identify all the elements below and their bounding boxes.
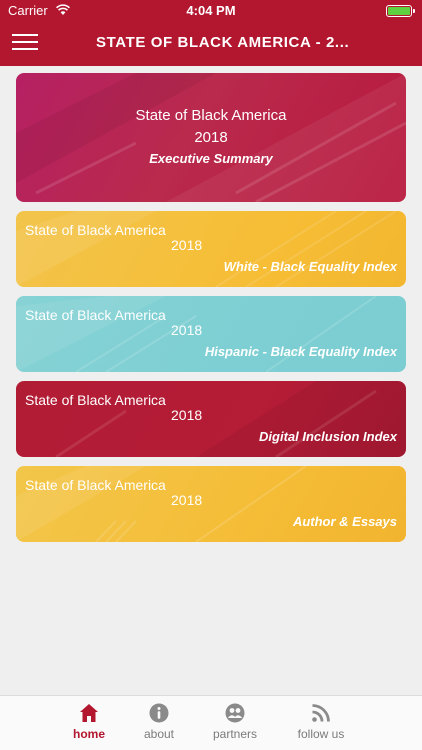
status-time: 4:04 PM (186, 3, 236, 18)
card-title: State of Black America (135, 107, 287, 124)
tab-follow-us[interactable]: follow us (286, 702, 356, 741)
rss-icon (312, 704, 330, 722)
card-author-essays[interactable]: State of Black America 2018 Author & Ess… (16, 466, 406, 542)
tab-about-label: about (143, 727, 175, 741)
card-background-texture (16, 296, 377, 372)
wifi-icon (56, 4, 70, 15)
people-icon (225, 703, 245, 723)
card-year: 2018 (194, 129, 228, 146)
card-title: State of Black America (25, 477, 166, 493)
card-title: State of Black America (25, 222, 166, 238)
card-background-texture (16, 466, 307, 542)
card-background-texture (55, 381, 406, 457)
card-subtitle: Executive Summary (149, 151, 273, 166)
tab-bar: home about partners follow us (0, 695, 422, 750)
tab-partners-label: partners (212, 727, 258, 741)
card-title: State of Black America (25, 307, 166, 323)
card-year: 2018 (171, 492, 203, 508)
card-digital-inclusion-index[interactable]: State of Black America 2018 Digital Incl… (16, 381, 406, 457)
card-title: State of Black America (25, 392, 166, 408)
nav-bar: STATE OF BLACK AMERICA - 2... (0, 22, 422, 66)
report-card-list: State of Black America 2018 Executive Su… (16, 73, 406, 551)
info-icon (149, 703, 169, 723)
hamburger-menu-icon[interactable] (12, 34, 38, 54)
card-year: 2018 (171, 237, 203, 253)
home-icon (80, 704, 98, 722)
card-executive-summary[interactable]: State of Black America 2018 Executive Su… (16, 73, 406, 202)
status-bar: Carrier 4:04 PM (0, 0, 422, 22)
tab-home-label: home (72, 727, 105, 741)
battery-icon (386, 5, 415, 17)
tab-follow-us-label: follow us (297, 727, 345, 741)
card-white-black-equality-index[interactable]: State of Black America 2018 White - Blac… (16, 211, 406, 287)
page-title: STATE OF BLACK AMERICA - 2... (96, 34, 350, 51)
card-year: 2018 (171, 322, 203, 338)
card-subtitle: White - Black Equality Index (223, 259, 397, 274)
card-background-texture (16, 73, 406, 202)
carrier-label: Carrier (8, 3, 48, 18)
card-year: 2018 (171, 407, 203, 423)
card-subtitle: Digital Inclusion Index (259, 429, 397, 444)
tab-about[interactable]: about (124, 702, 194, 741)
card-subtitle: Hispanic - Black Equality Index (204, 344, 397, 359)
card-hispanic-black-equality-index[interactable]: State of Black America 2018 Hispanic - B… (16, 296, 406, 372)
card-subtitle: Author & Essays (292, 514, 397, 529)
tab-partners[interactable]: partners (200, 702, 270, 741)
card-background-texture (16, 211, 397, 287)
tab-home[interactable]: home (54, 702, 124, 741)
